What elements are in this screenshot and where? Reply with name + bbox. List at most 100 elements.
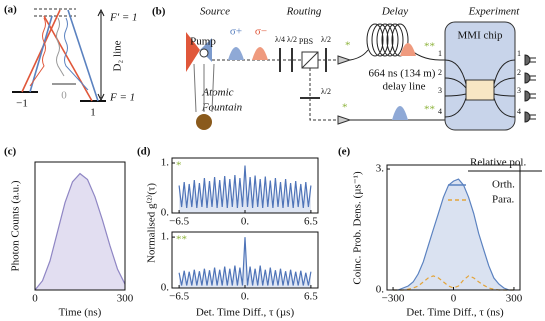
marker: *: [342, 102, 348, 114]
y-tick-label: 0.: [161, 282, 170, 294]
port-label: 4: [438, 107, 442, 116]
legend-title: Relative pol.: [470, 157, 526, 169]
y-tick-label: 1.: [161, 231, 170, 243]
emission: [56, 17, 65, 77]
emission: [64, 17, 89, 91]
level-label: F = 1: [109, 92, 135, 104]
fountain-label: Atomic: [201, 87, 233, 99]
beam-path: [309, 68, 338, 121]
sublevel: −1: [16, 98, 28, 110]
arrow-heads: [97, 8, 105, 102]
x-tick-label: 300: [117, 293, 134, 305]
x-tick-label: 0.: [241, 291, 250, 303]
panel-a: (a) F′ = 1 D₂ line F = 1 −1 0 1: [4, 4, 138, 119]
pulse: [252, 47, 268, 60]
panel-label: (d): [137, 146, 151, 158]
panel-label: (a): [4, 4, 17, 16]
y-tick-label: 1.: [161, 157, 170, 169]
level-label: F′ = 1: [109, 12, 138, 24]
atom-trap: [199, 48, 209, 58]
y-tick-label: 0.: [161, 207, 170, 219]
sigma-label: σ+: [230, 26, 242, 38]
port-label: 1: [517, 49, 521, 58]
port-label: 4: [517, 107, 521, 116]
section-title: Experiment: [468, 6, 521, 18]
marker: **: [424, 104, 435, 116]
y-axis-label: Normalised g⁽²⁾(τ): [146, 183, 158, 263]
detectors: [524, 54, 536, 123]
pbs-label: PBS: [299, 37, 313, 46]
marker: **: [424, 41, 435, 53]
x-tick-label: −300: [382, 293, 405, 305]
y-tick-label: 0.: [376, 284, 385, 296]
pulse: [392, 106, 408, 120]
panel-label: (b): [152, 6, 166, 18]
x-tick-label: 0.: [241, 216, 250, 228]
x-tick-label: 6.5: [304, 291, 318, 303]
x-tick-label: 300: [506, 293, 523, 305]
waveplate-label: λ/4: [275, 35, 285, 44]
area: [179, 165, 311, 213]
delay-label: 664 ns (134 m): [369, 68, 436, 80]
atom-trajectory: [193, 63, 215, 113]
chip-label: MMI chip: [458, 30, 503, 42]
section-title: Source: [200, 6, 230, 18]
atom-cloud: [196, 114, 212, 130]
mmi: [465, 79, 495, 101]
y-tick-label: 3.: [376, 163, 385, 175]
x-tick-label: −6.5: [169, 216, 189, 228]
y-axis-label: Coinc. Prob. Dens. (µs⁻¹): [352, 171, 364, 285]
legend-label: Para.: [492, 194, 515, 206]
fiber-coupler: [337, 55, 352, 125]
legend-label: Orth.: [492, 179, 515, 191]
pulse: [400, 43, 416, 56]
x-axis-label: Det. Time Diff., τ (ns): [406, 307, 504, 319]
area: [35, 173, 125, 290]
x-tick-label: −6.5: [169, 291, 189, 303]
pulse: [228, 47, 244, 60]
chip: [444, 21, 516, 131]
x-axis-label: Det. Time Diff., τ (µs): [196, 307, 295, 319]
pump-label: Pump: [190, 36, 216, 48]
port-label: 2: [438, 68, 442, 77]
mirror: [186, 32, 200, 72]
emission: [29, 17, 46, 87]
waveplate-label: λ/2: [321, 87, 331, 96]
panel-b: (b) Source Routing Delay Experiment Pump…: [152, 6, 536, 131]
line: [178, 237, 312, 286]
line: [34, 172, 126, 291]
pbs: [301, 51, 319, 69]
annotation: *: [176, 160, 182, 172]
panel-label: (c): [4, 146, 17, 158]
section-title: Delay: [381, 6, 408, 18]
port-label: 1: [438, 49, 442, 58]
transition: [43, 15, 93, 102]
delay-label: delay line: [382, 81, 425, 93]
transition: [29, 15, 53, 93]
waveguide: [444, 59, 516, 118]
fountain-label: Fountain: [201, 102, 243, 114]
transition: [21, 9, 61, 93]
annotation: **: [176, 234, 187, 246]
x-tick-label: 0: [451, 293, 457, 305]
sublevel: 1: [90, 107, 96, 119]
plot-frame: [34, 161, 126, 291]
x-tick-label: 0: [32, 293, 38, 305]
transition-label: D₂ line: [112, 40, 124, 71]
sublevel: 0: [61, 90, 67, 102]
section-title: Routing: [286, 6, 322, 18]
waveplate-label: λ/2: [321, 35, 331, 44]
x-axis-label: Time (ns): [59, 307, 102, 319]
x-tick-label: 6.5: [304, 216, 318, 228]
sigma-label: σ−: [255, 26, 267, 38]
area: [179, 237, 311, 288]
line: [393, 178, 514, 291]
transition: [67, 9, 99, 102]
waveplate-label: λ/2: [287, 35, 297, 44]
marker: *: [345, 40, 351, 52]
delay-coil: [366, 23, 409, 57]
line: [178, 165, 312, 209]
port-label: 3: [517, 86, 521, 95]
panel-label: (e): [338, 146, 351, 158]
